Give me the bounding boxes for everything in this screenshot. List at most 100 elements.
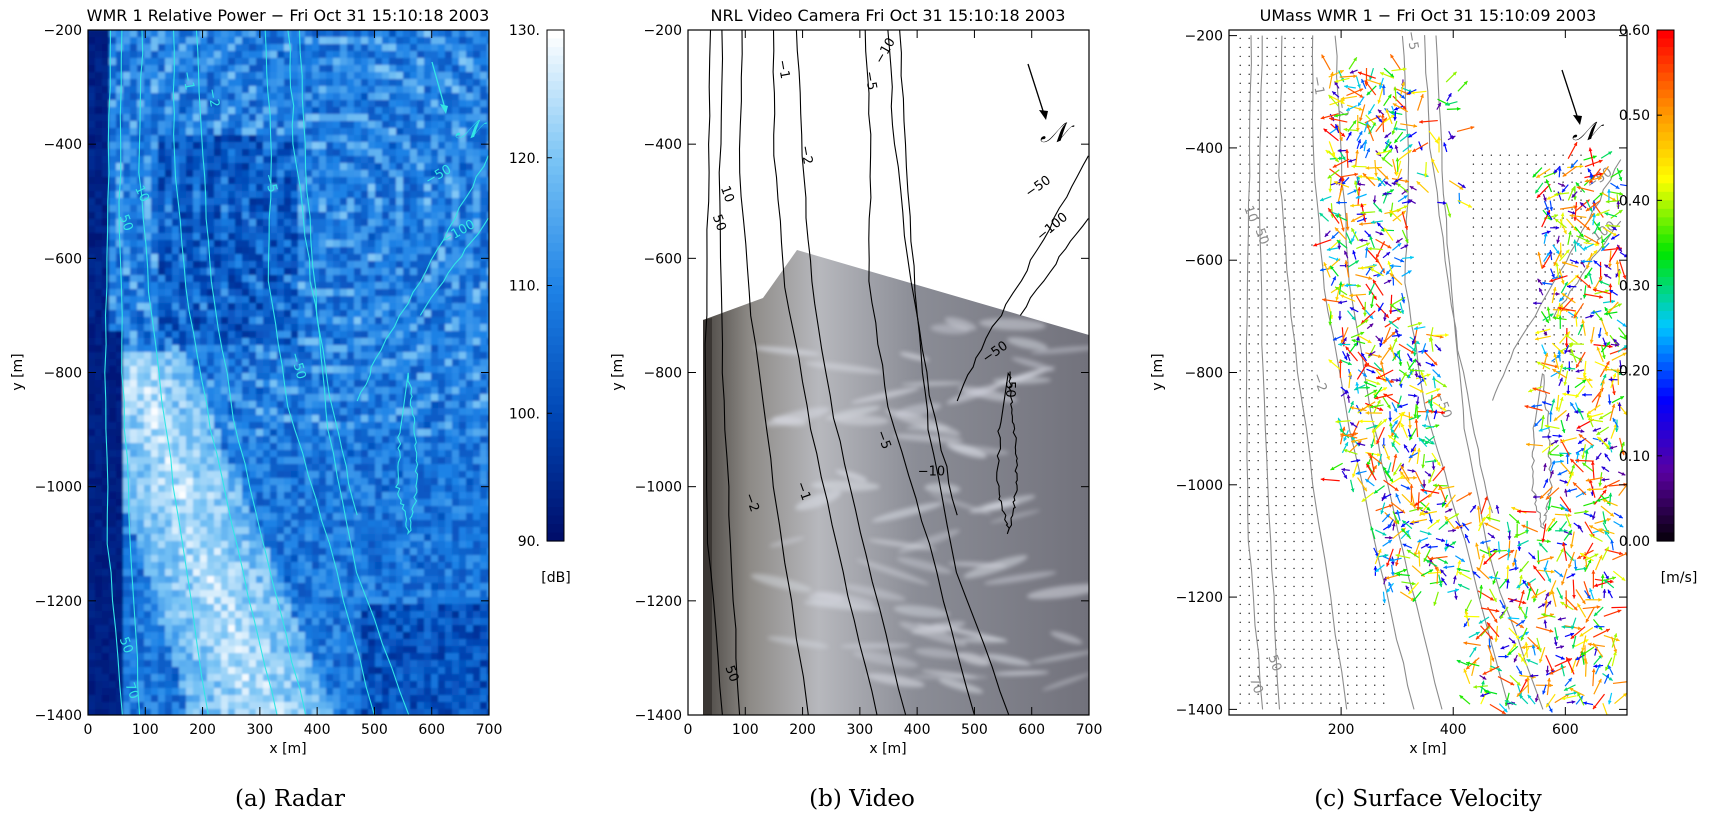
radar-cell <box>172 128 180 136</box>
radar-cell <box>116 338 124 346</box>
radar-cell <box>158 499 166 507</box>
radar-cell <box>95 464 103 472</box>
radar-cell <box>305 569 313 577</box>
radar-cell <box>270 443 278 451</box>
radar-cell <box>417 37 425 45</box>
radar-cell <box>431 100 439 108</box>
radar-cell <box>347 555 355 563</box>
radar-cell <box>221 646 229 654</box>
radar-cell <box>375 51 383 59</box>
radar-cell <box>305 534 313 542</box>
radar-cell <box>417 198 425 206</box>
radar-cell <box>214 562 222 570</box>
radar-cell <box>221 408 229 416</box>
radar-cell <box>375 653 383 661</box>
radar-cell <box>340 625 348 633</box>
radar-cell <box>228 443 236 451</box>
radar-cell <box>263 345 271 353</box>
radar-cell <box>368 387 376 395</box>
radar-cell <box>424 401 432 409</box>
radar-cell <box>214 107 222 115</box>
radar-cell <box>382 205 390 213</box>
radar-cell <box>375 674 383 682</box>
radar-cell <box>116 51 124 59</box>
radar-cell <box>263 387 271 395</box>
radar-cell <box>305 653 313 661</box>
radar-cell <box>186 562 194 570</box>
radar-cell <box>235 513 243 521</box>
radar-cell <box>200 569 208 577</box>
radar-cell <box>109 219 117 227</box>
radar-cell <box>333 170 341 178</box>
radar-cell <box>123 184 131 192</box>
radar-cell <box>333 674 341 682</box>
radar-cell <box>256 268 264 276</box>
radar-cell <box>144 310 152 318</box>
radar-cell <box>235 597 243 605</box>
radar-cell <box>151 583 159 591</box>
radar-cell <box>326 597 334 605</box>
radar-cell <box>116 79 124 87</box>
radar-cell <box>102 478 110 486</box>
radar-cell <box>214 79 222 87</box>
radar-cell <box>95 520 103 528</box>
radar-cell <box>137 268 145 276</box>
radar-cell <box>144 457 152 465</box>
radar-cell <box>368 422 376 430</box>
radar-cell <box>403 408 411 416</box>
radar-cell <box>333 632 341 640</box>
radar-cell <box>256 471 264 479</box>
radar-cell <box>382 366 390 374</box>
radar-cell <box>354 688 362 696</box>
radar-cell <box>116 569 124 577</box>
radar-cell <box>424 240 432 248</box>
radar-cell <box>382 79 390 87</box>
radar-cell <box>438 478 446 486</box>
radar-cell <box>431 632 439 640</box>
radar-cell <box>368 156 376 164</box>
radar-cell <box>256 653 264 661</box>
radar-cell <box>417 604 425 612</box>
radar-cell <box>410 373 418 381</box>
radar-cell <box>424 394 432 402</box>
radar-cell <box>165 492 173 500</box>
radar-cell <box>277 212 285 220</box>
radar-cell <box>102 520 110 528</box>
radar-cell <box>347 100 355 108</box>
radar-cell <box>214 429 222 437</box>
radar-cell <box>291 541 299 549</box>
radar-cell <box>340 247 348 255</box>
radar-cell <box>151 51 159 59</box>
radar-cell <box>249 541 257 549</box>
radar-cell <box>200 177 208 185</box>
radar-cell <box>270 422 278 430</box>
radar-cell <box>179 653 187 661</box>
radar-cell <box>389 625 397 633</box>
radar-cell <box>130 569 138 577</box>
radar-cell <box>291 562 299 570</box>
radar-cell <box>186 268 194 276</box>
radar-cell <box>298 562 306 570</box>
radar-cell <box>312 373 320 381</box>
radar-cell <box>298 177 306 185</box>
radar-cell <box>221 597 229 605</box>
radar-cell <box>319 65 327 73</box>
radar-cell <box>242 695 250 703</box>
radar-cell <box>249 660 257 668</box>
radar-cell <box>144 170 152 178</box>
radar-cell <box>228 499 236 507</box>
radar-cell <box>102 464 110 472</box>
radar-cell <box>235 688 243 696</box>
radar-cell <box>207 310 215 318</box>
radar-cell <box>249 177 257 185</box>
radar-cell <box>200 254 208 262</box>
radar-cell <box>361 275 369 283</box>
radar-cell <box>312 457 320 465</box>
radar-cell <box>340 450 348 458</box>
radar-cell <box>193 667 201 675</box>
radar-cell <box>249 282 257 290</box>
radar-cell <box>249 86 257 94</box>
radar-cell <box>158 646 166 654</box>
radar-cell <box>340 331 348 339</box>
radar-cell <box>144 93 152 101</box>
